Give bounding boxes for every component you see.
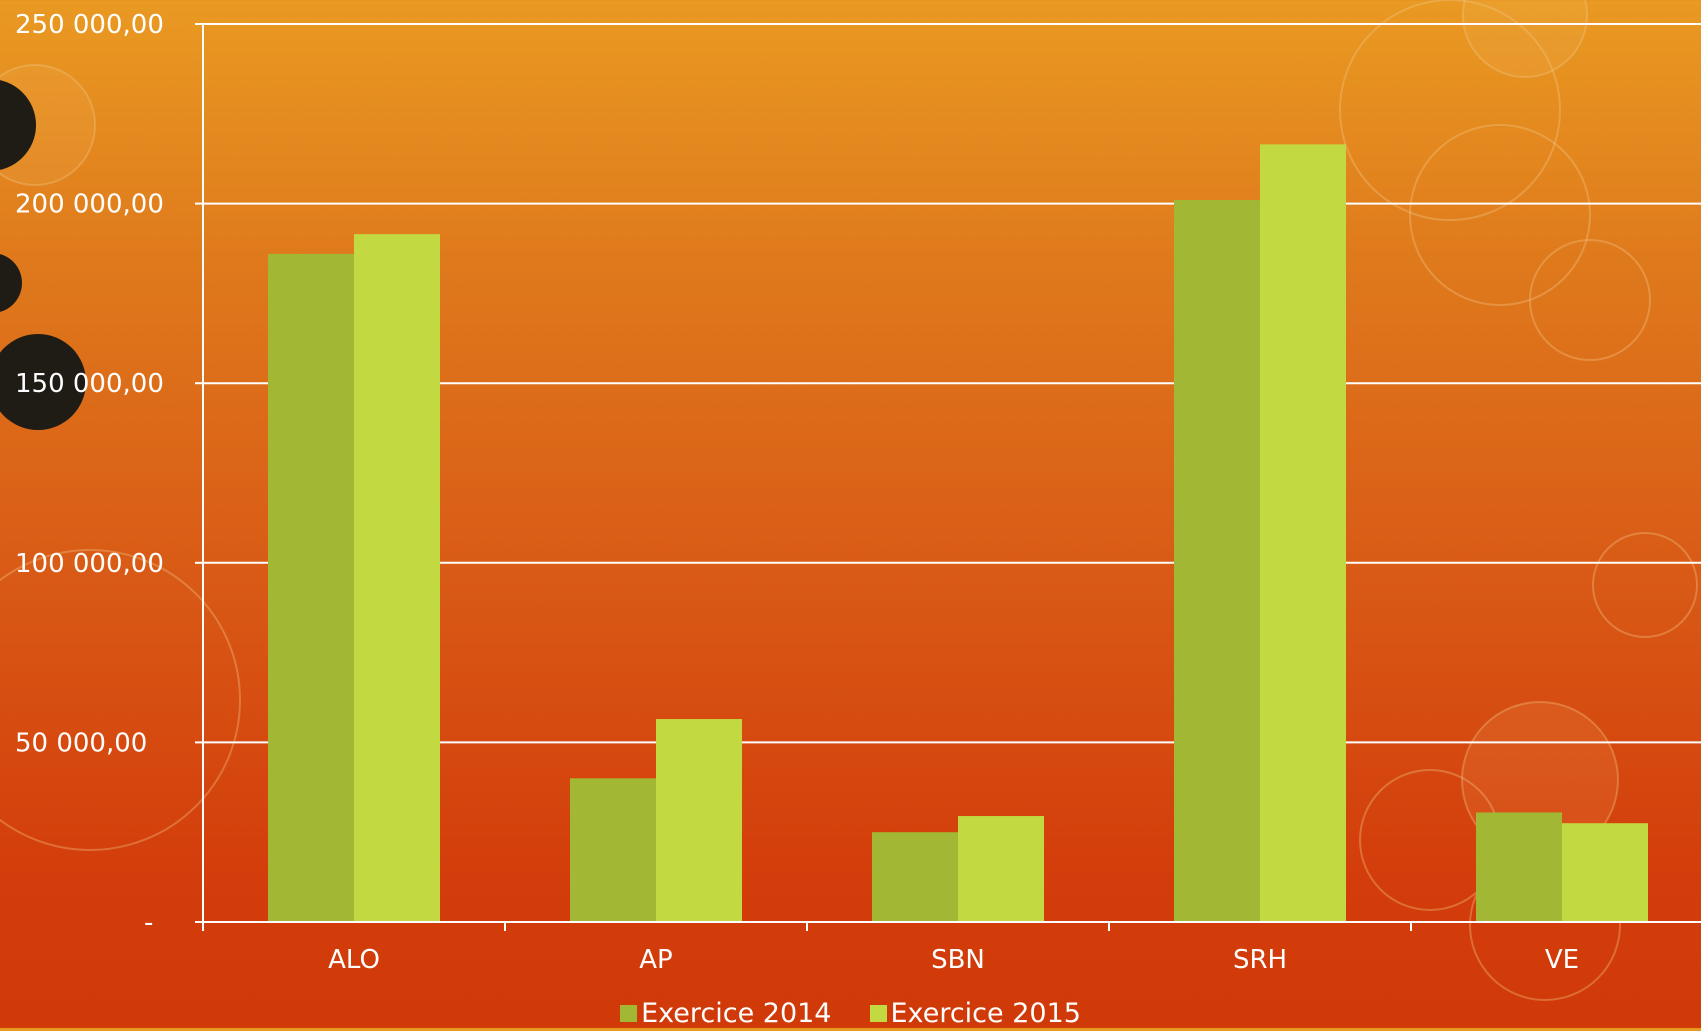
legend-swatch-series-2 [869, 1004, 887, 1022]
bar-alo-series-2 [354, 234, 440, 922]
bar-ve-series-1 [1476, 812, 1562, 922]
bars [268, 144, 1648, 922]
bar-ap-series-2 [656, 719, 742, 922]
legend-swatch-series-1 [620, 1004, 638, 1022]
bar-ap-series-1 [570, 778, 656, 922]
gridlines [203, 23, 1701, 744]
legend-item-series-2: Exercice 2015 [869, 997, 1081, 1029]
y-tick-label: 200 000,00 [15, 190, 164, 220]
y-tick-label: - [144, 908, 153, 938]
legend-label-series-2: Exercice 2015 [890, 997, 1081, 1029]
x-tick-label: AP [639, 945, 672, 975]
bar-sbn-series-2 [958, 816, 1044, 922]
legend: Exercice 2014 Exercice 2015 [0, 995, 1701, 1031]
bar-alo-series-1 [268, 253, 354, 922]
y-axis-tick-labels: - 50 000,00 100 000,00 150 000,00 200 000,00… [15, 10, 164, 938]
x-tick-label: SRH [1233, 945, 1287, 975]
x-tick-label: SBN [931, 945, 985, 975]
y-tick-label: 50 000,00 [15, 728, 147, 758]
x-tick-label: ALO [328, 945, 380, 975]
bar-ve-series-2 [1562, 823, 1648, 922]
y-tick-label: 250 000,00 [15, 10, 164, 40]
x-tick-label: VE [1545, 945, 1579, 975]
x-axis-tick-labels: ALO AP SBN SRH VE [328, 945, 1579, 975]
y-tick-label: 150 000,00 [15, 369, 164, 399]
axes [195, 23, 1701, 931]
bar-sbn-series-1 [872, 832, 958, 922]
bar-srh-series-2 [1260, 144, 1346, 922]
y-tick-label: 100 000,00 [15, 549, 164, 579]
bar-srh-series-1 [1174, 200, 1260, 922]
legend-item-series-1: Exercice 2014 [620, 997, 832, 1029]
legend-label-series-1: Exercice 2014 [641, 997, 832, 1029]
